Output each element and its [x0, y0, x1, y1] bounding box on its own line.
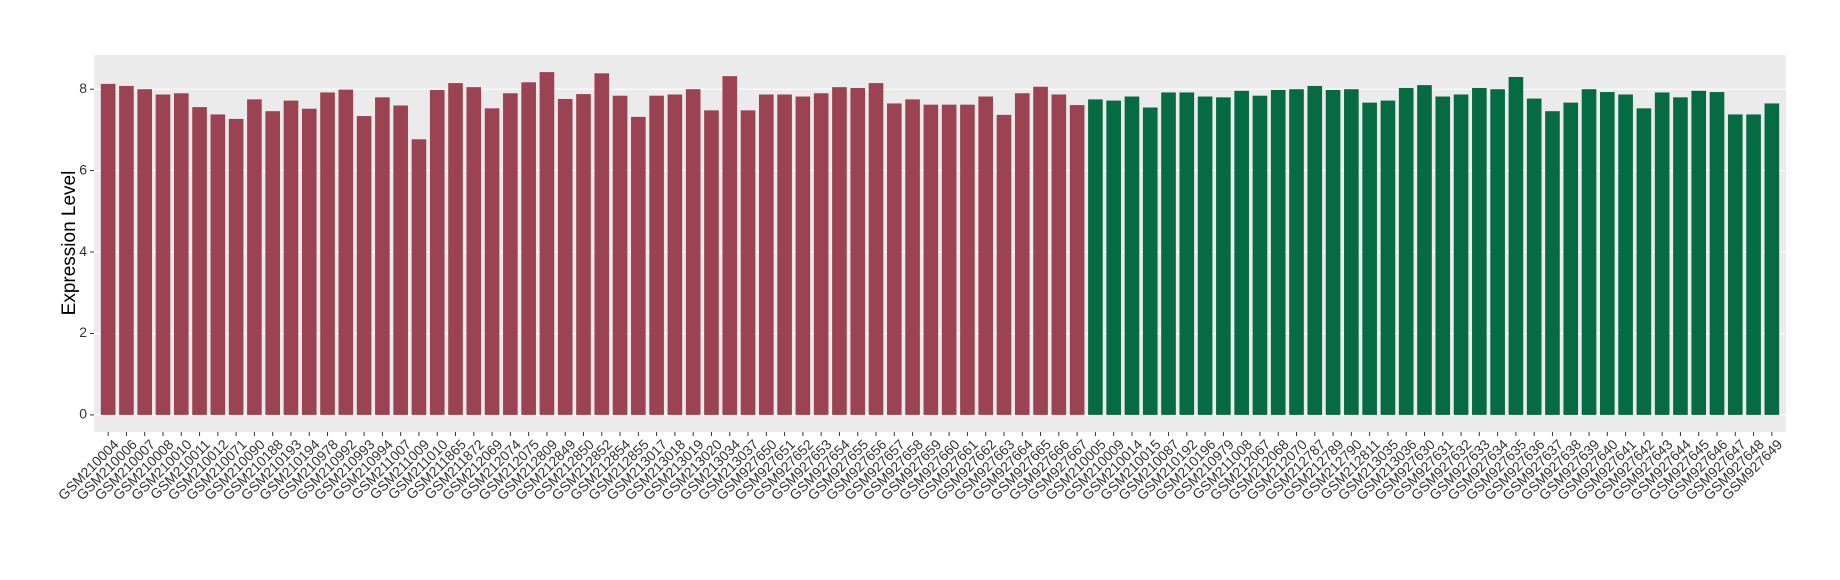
- bar: [1234, 90, 1249, 415]
- y-tick-label: 2: [79, 324, 87, 340]
- bar: [192, 107, 207, 415]
- bar: [1764, 103, 1780, 415]
- bar: [265, 111, 280, 415]
- bar: [612, 95, 628, 415]
- bar: [1709, 92, 1725, 415]
- bar: [1289, 89, 1304, 415]
- y-tick-label: 4: [79, 243, 87, 259]
- bar: [1069, 105, 1085, 415]
- bar: [813, 93, 829, 415]
- bar: [1472, 87, 1487, 415]
- y-tick-label: 0: [79, 406, 87, 422]
- bar: [557, 98, 573, 415]
- bar: [393, 105, 408, 415]
- bar: [777, 94, 792, 415]
- bar: [1216, 97, 1231, 415]
- bar: [832, 87, 847, 415]
- bar: [1142, 107, 1158, 415]
- bar: [1600, 92, 1615, 415]
- bar: [1691, 90, 1707, 415]
- bar: [375, 97, 390, 415]
- bar: [1618, 94, 1633, 415]
- bar: [320, 92, 335, 415]
- y-axis-label: Expression Level: [59, 171, 80, 316]
- bar: [1307, 85, 1323, 415]
- y-tick-label: 8: [79, 80, 87, 96]
- bar: [631, 116, 646, 415]
- bar: [100, 83, 116, 415]
- bar: [119, 85, 134, 415]
- bar: [941, 104, 957, 415]
- bar: [173, 93, 189, 415]
- bar: [1526, 98, 1542, 415]
- bar: [1088, 99, 1103, 415]
- bar: [1673, 97, 1688, 415]
- bar: [1581, 89, 1597, 415]
- bar: [1362, 102, 1377, 415]
- bar: [1270, 90, 1286, 415]
- bar: [155, 94, 171, 415]
- bar: [649, 95, 664, 415]
- bar: [960, 104, 975, 415]
- bar: [1654, 92, 1670, 415]
- bar: [1197, 96, 1213, 415]
- bar: [228, 118, 244, 415]
- bar: [722, 76, 738, 415]
- bar: [1398, 87, 1414, 415]
- bar: [1380, 100, 1396, 415]
- bar: [503, 93, 518, 415]
- bar: [1051, 94, 1067, 415]
- bar: [1563, 102, 1579, 415]
- bar: [740, 110, 756, 415]
- bar: [283, 100, 299, 415]
- bar: [338, 89, 354, 415]
- bar: [759, 94, 774, 415]
- bar: [484, 108, 500, 415]
- bar: [1508, 76, 1524, 415]
- bar: [923, 104, 939, 415]
- y-tick-label: 6: [79, 161, 87, 177]
- bar: [996, 114, 1012, 415]
- bar: [667, 94, 683, 415]
- bar: [1161, 92, 1176, 415]
- bar: [521, 82, 536, 415]
- bar: [1325, 90, 1341, 415]
- bar: [137, 89, 153, 415]
- bar: [539, 72, 555, 415]
- bar: [356, 116, 372, 415]
- bar: [594, 73, 610, 415]
- bar: [868, 83, 884, 415]
- bar: [978, 96, 994, 415]
- bar: [1179, 92, 1195, 415]
- bar: [247, 99, 262, 415]
- bar: [448, 83, 463, 415]
- bar: [1033, 86, 1048, 415]
- bar: [411, 139, 427, 415]
- bar: [905, 99, 920, 415]
- bar: [1106, 100, 1121, 415]
- bar: [886, 103, 902, 415]
- bar: [466, 87, 482, 415]
- bar: [685, 89, 701, 415]
- bar: [1490, 89, 1505, 415]
- bar: [1417, 85, 1432, 415]
- bar: [850, 87, 866, 415]
- bar: [1435, 96, 1451, 415]
- bar: [1453, 94, 1469, 415]
- bar: [1124, 96, 1140, 415]
- bar: [1746, 114, 1761, 415]
- bar: [1344, 89, 1359, 415]
- bar: [1252, 95, 1268, 415]
- bar: [1727, 114, 1743, 415]
- bar: [576, 94, 591, 415]
- bar: [1014, 93, 1030, 415]
- bar: [1545, 111, 1560, 415]
- bar: [429, 90, 445, 415]
- bar: [704, 110, 719, 415]
- bar: [1636, 108, 1652, 415]
- bar: [301, 108, 317, 415]
- bar: [210, 114, 226, 415]
- bar: [795, 96, 811, 415]
